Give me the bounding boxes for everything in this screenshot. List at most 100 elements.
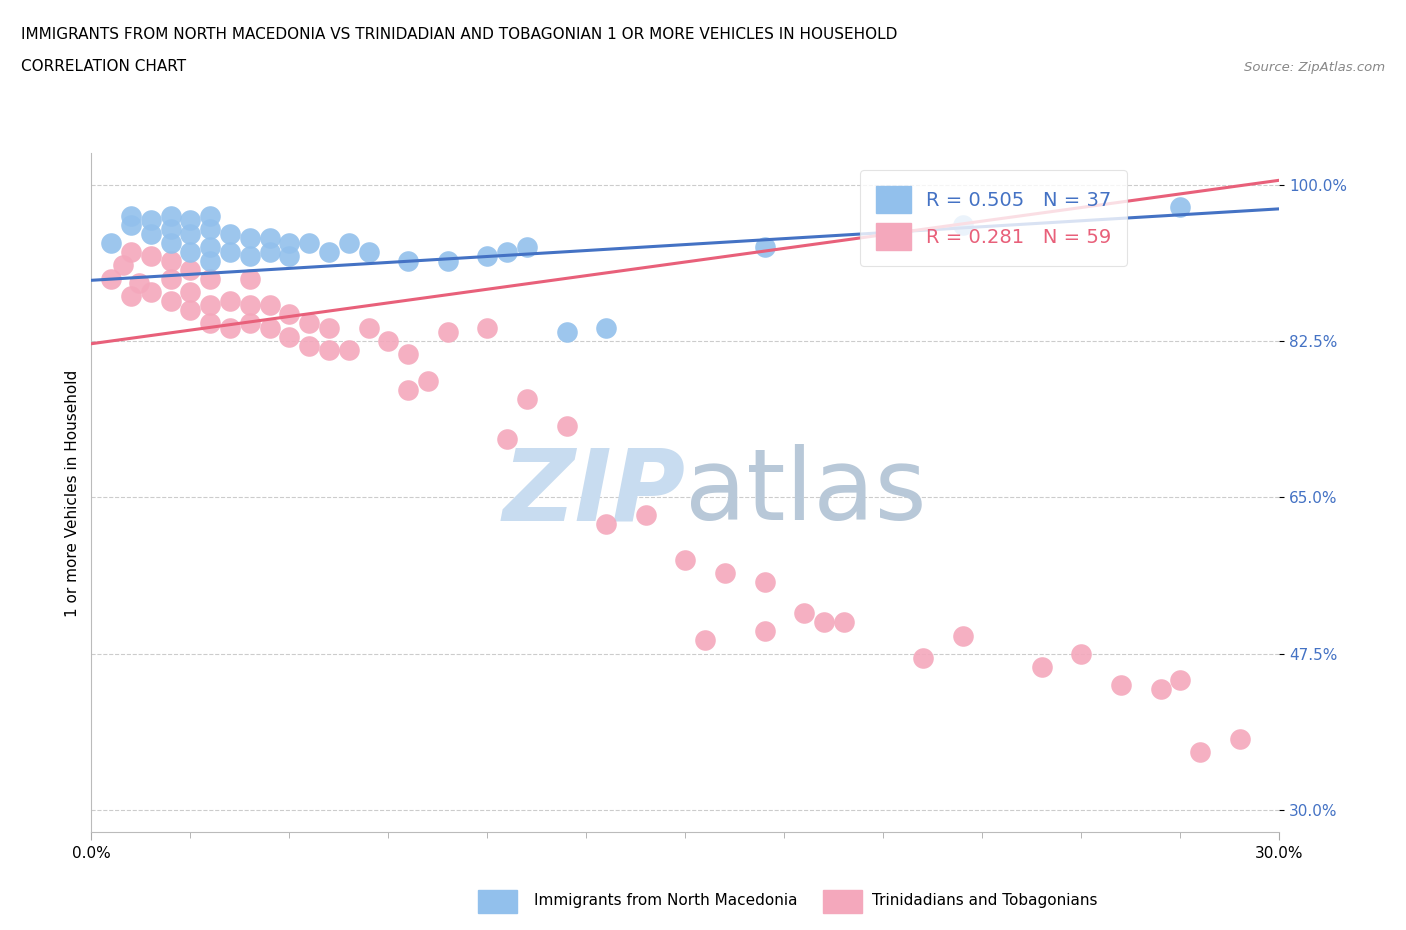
Point: [219, 293, 242, 308]
Point: [1189, 745, 1212, 760]
Point: [377, 334, 399, 349]
Point: [100, 235, 122, 250]
Point: [516, 240, 538, 255]
Point: [239, 315, 262, 330]
Point: [695, 632, 717, 647]
Point: [337, 235, 360, 250]
Point: [179, 262, 201, 277]
Point: [159, 293, 181, 308]
Point: [673, 552, 696, 567]
Point: [754, 624, 776, 639]
Point: [120, 289, 142, 304]
Text: IMMIGRANTS FROM NORTH MACEDONIA VS TRINIDADIAN AND TOBAGONIAN 1 OR MORE VEHICLES: IMMIGRANTS FROM NORTH MACEDONIA VS TRINI…: [21, 27, 897, 42]
Point: [200, 271, 222, 286]
Point: [139, 213, 162, 228]
Point: [634, 508, 657, 523]
Point: [436, 253, 458, 268]
Point: [754, 240, 776, 255]
Text: CORRELATION CHART: CORRELATION CHART: [21, 60, 186, 74]
Point: [259, 231, 281, 246]
Point: [239, 231, 262, 246]
Text: Source: ZipAtlas.com: Source: ZipAtlas.com: [1244, 61, 1385, 74]
Point: [179, 226, 201, 241]
Point: [239, 298, 262, 312]
Point: [436, 325, 458, 339]
Point: [278, 307, 301, 322]
Point: [298, 235, 321, 250]
Point: [179, 285, 201, 299]
Point: [357, 245, 380, 259]
Point: [278, 329, 301, 344]
Point: [259, 245, 281, 259]
Point: [179, 245, 201, 259]
Point: [555, 418, 578, 433]
Point: [159, 222, 181, 237]
Point: [1031, 659, 1053, 674]
Point: [337, 342, 360, 357]
Point: [1109, 678, 1132, 693]
Point: [1229, 731, 1251, 746]
Point: [239, 271, 262, 286]
Point: [496, 245, 519, 259]
Point: [318, 245, 340, 259]
Point: [754, 575, 776, 590]
Point: [1170, 673, 1192, 688]
Point: [396, 383, 419, 398]
Point: [219, 245, 242, 259]
Point: [200, 240, 222, 255]
Point: [139, 285, 162, 299]
Point: [278, 235, 301, 250]
Point: [416, 374, 439, 389]
Point: [120, 208, 142, 223]
Point: [1170, 200, 1192, 215]
Point: [139, 226, 162, 241]
Point: [259, 298, 281, 312]
Point: [396, 253, 419, 268]
Point: [100, 271, 122, 286]
Point: [477, 248, 499, 263]
Point: [128, 275, 150, 290]
Point: [200, 222, 222, 237]
Point: [120, 218, 142, 232]
Text: atlas: atlas: [685, 445, 927, 541]
Text: Trinidadians and Tobagonians: Trinidadians and Tobagonians: [872, 893, 1097, 908]
Point: [112, 258, 135, 272]
Point: [832, 615, 855, 630]
Point: [952, 218, 974, 232]
Point: [159, 208, 181, 223]
Point: [139, 248, 162, 263]
Point: [793, 606, 815, 621]
Point: [357, 320, 380, 335]
Point: [396, 347, 419, 362]
Point: [298, 315, 321, 330]
Point: [714, 565, 737, 580]
Point: [298, 339, 321, 353]
Text: ZIP: ZIP: [502, 445, 685, 541]
Point: [239, 248, 262, 263]
Point: [120, 245, 142, 259]
Point: [496, 432, 519, 446]
Point: [555, 325, 578, 339]
Point: [477, 320, 499, 335]
Point: [219, 320, 242, 335]
Point: [159, 271, 181, 286]
Point: [278, 248, 301, 263]
Point: [179, 213, 201, 228]
Point: [219, 226, 242, 241]
Point: [516, 392, 538, 406]
Point: [813, 615, 835, 630]
Point: [259, 320, 281, 335]
Point: [200, 253, 222, 268]
Point: [159, 253, 181, 268]
Point: [595, 320, 617, 335]
Point: [911, 651, 934, 666]
Point: [1070, 646, 1092, 661]
Point: [952, 629, 974, 644]
Point: [595, 517, 617, 532]
Point: [179, 302, 201, 317]
Point: [200, 298, 222, 312]
Text: Immigrants from North Macedonia: Immigrants from North Macedonia: [534, 893, 797, 908]
Y-axis label: 1 or more Vehicles in Household: 1 or more Vehicles in Household: [65, 369, 80, 617]
Point: [200, 208, 222, 223]
Point: [200, 315, 222, 330]
